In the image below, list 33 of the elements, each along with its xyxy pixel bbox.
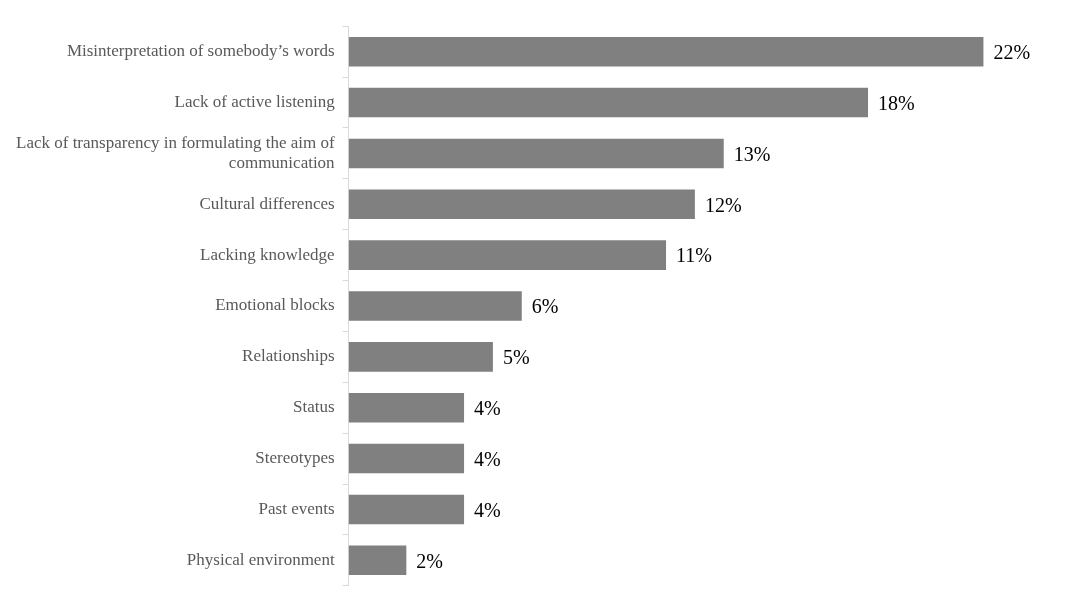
data-label: 4% [474, 397, 501, 419]
y-tick-label: Lacking knowledge [200, 244, 335, 264]
y-tick-label: Past events [258, 498, 335, 518]
data-label: 22% [993, 40, 1031, 63]
bar [348, 189, 695, 220]
data-label: 5% [502, 346, 530, 369]
y-tick-label: Physical environment [186, 549, 335, 569]
data-label: 12% [704, 193, 742, 216]
y-tick-label: Status [293, 397, 335, 417]
bar [348, 240, 667, 270]
y-tick-label: Relationships [242, 346, 335, 366]
bar [348, 291, 522, 321]
bar [348, 443, 465, 474]
bar [348, 36, 984, 67]
data-label: 2% [416, 549, 444, 572]
y-tick-label: Lack of active listening [174, 91, 336, 111]
bar [348, 87, 869, 118]
bar [348, 545, 407, 576]
bar [348, 494, 465, 525]
bar [348, 392, 465, 423]
y-tick-label: Emotional blocks [215, 295, 335, 315]
y-tick-label: Misinterpretation of somebody’s words [66, 41, 335, 61]
bar [348, 342, 493, 372]
data-label: 18% [878, 91, 915, 114]
data-label: 4% [474, 447, 501, 470]
bar [348, 138, 724, 169]
data-label: 4% [474, 498, 501, 521]
y-tick-label: Lack of transparency in formulating the aim of communication [15, 132, 336, 173]
y-tick-label: Cultural differences [199, 193, 335, 213]
data-label: 11% [676, 244, 712, 267]
y-tick-label: Stereotypes [255, 448, 335, 468]
data-label: 6% [531, 295, 559, 318]
data-label: 13% [733, 142, 771, 165]
